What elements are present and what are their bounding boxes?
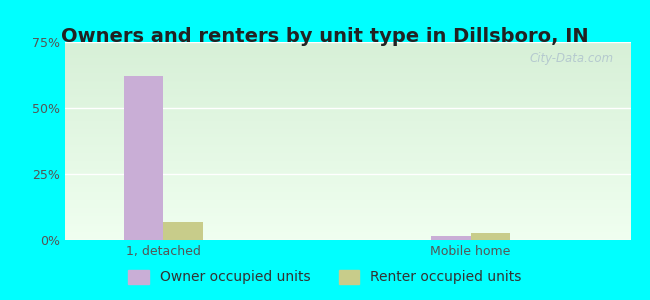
Text: City-Data.com: City-Data.com — [529, 52, 614, 65]
Bar — [471, 233, 510, 240]
Bar — [432, 236, 471, 240]
Bar — [163, 221, 203, 240]
Text: Owners and renters by unit type in Dillsboro, IN: Owners and renters by unit type in Dills… — [61, 27, 589, 46]
Bar — [124, 76, 163, 240]
Legend: Owner occupied units, Renter occupied units: Owner occupied units, Renter occupied un… — [123, 264, 527, 290]
